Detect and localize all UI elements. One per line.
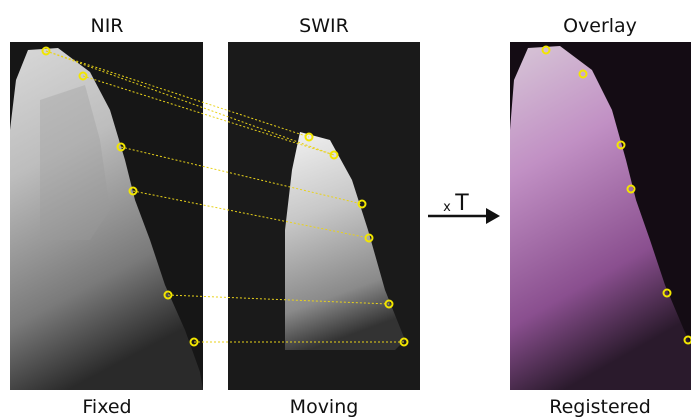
panel-caption: Fixed	[82, 396, 131, 418]
panel-title: NIR	[90, 15, 123, 37]
transform-prefix: x	[443, 200, 451, 215]
arrow-head	[486, 208, 500, 224]
figure: NIR SWIR Overlay	[0, 0, 691, 419]
transform-symbol: T	[454, 191, 469, 216]
panel-title: SWIR	[299, 15, 349, 37]
panel-title: Overlay	[563, 15, 637, 37]
panel-caption: Registered	[549, 396, 651, 418]
panel-caption: Moving	[290, 396, 359, 418]
